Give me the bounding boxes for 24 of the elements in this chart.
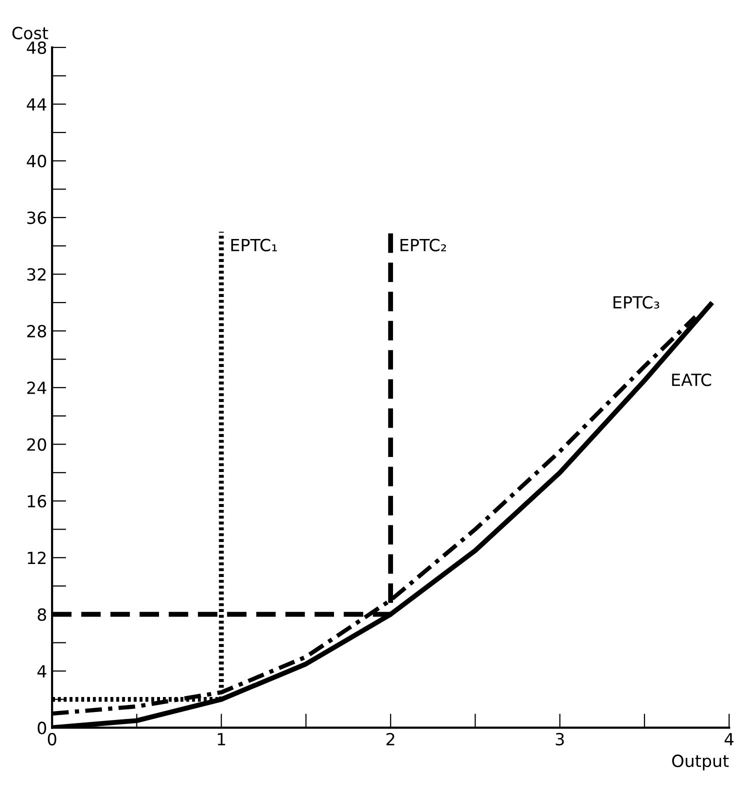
y-tick-label: 20 <box>27 438 46 451</box>
y-tick-label: 40 <box>26 154 46 168</box>
x-tick-label: 3 <box>556 732 564 746</box>
y-axis-title: Cost <box>12 26 48 40</box>
y-tick-label: 24 <box>27 382 46 394</box>
x-tick-label: 4 <box>724 733 734 746</box>
x-tick-label: 0 <box>48 732 56 746</box>
y-tick-label: 8 <box>38 608 46 621</box>
y-tick-label: 36 <box>27 211 46 224</box>
y-tick-label: 28 <box>27 324 46 338</box>
y-tick-label: 48 <box>26 41 46 54</box>
series-label: EPTC₁ <box>231 238 277 252</box>
y-tick-label: 16 <box>28 494 46 508</box>
y-tick-label: 44 <box>26 98 46 110</box>
y-tick-label: 32 <box>27 268 46 281</box>
series-label: EATC <box>672 374 712 386</box>
y-tick-label: 4 <box>37 665 46 678</box>
x-tick-label: 2 <box>386 732 394 746</box>
series-label: EPTC₂ <box>400 238 446 252</box>
x-tick-label: 1 <box>218 733 226 746</box>
y-tick-label: 0 <box>38 722 46 734</box>
x-axis-title: Output <box>672 754 729 770</box>
y-tick-label: 12 <box>28 552 46 564</box>
series-label: EPTC₃ <box>614 296 660 309</box>
